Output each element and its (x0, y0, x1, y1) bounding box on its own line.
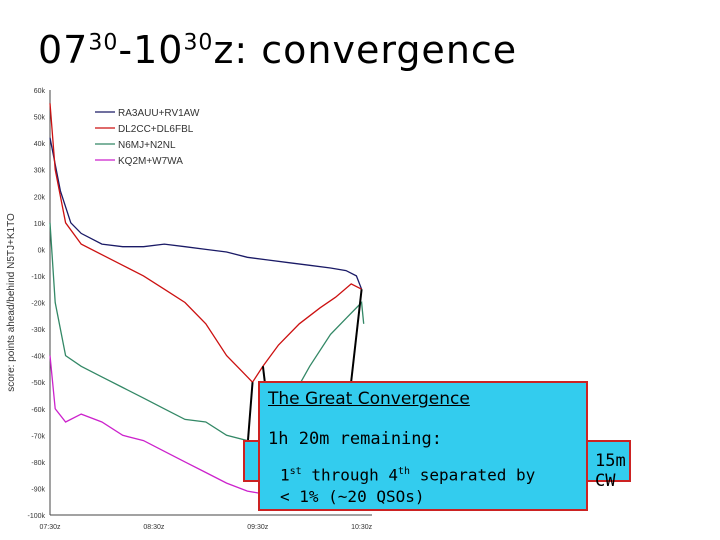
y-tick-label: 0k (38, 247, 46, 254)
x-tick-label: 07:30z (39, 524, 61, 531)
band-label: 15m CW (595, 451, 626, 491)
y-tick-label: 30k (34, 168, 46, 175)
arrow-line (349, 289, 363, 393)
legend-label: N6MJ+N2NL (118, 140, 176, 151)
line1-sup2: th (398, 466, 411, 477)
callout-line-1: 1st through 4th separated by (280, 461, 535, 486)
title-end-mm: 30 (183, 30, 214, 56)
x-tick-label: 10:30z (351, 524, 373, 531)
line1-post: separated by (410, 465, 536, 485)
callout-line-2: < 1% (~20 QSOs) (280, 487, 425, 507)
y-tick-label: -30k (31, 327, 45, 334)
series-line-1 (49, 137, 363, 290)
y-tick-label: -40k (31, 354, 45, 361)
line1-pre: 1 (280, 465, 290, 485)
y-tick-label: -90k (31, 486, 45, 493)
y-tick-label: -20k (31, 301, 45, 308)
title-start-mm: 30 (88, 30, 119, 56)
line1-sup: st (289, 466, 302, 477)
y-tick-label: 20k (34, 194, 46, 201)
series-line-4 (49, 355, 264, 495)
series-line-3 (49, 222, 365, 453)
y-tick-label: -80k (31, 460, 45, 467)
legend-label: RA3AUU+RV1AW (118, 108, 200, 119)
title-end-hh: 10 (133, 28, 184, 72)
x-tick-label: 09:30z (247, 524, 269, 531)
y-tick-label: 60k (34, 88, 46, 95)
title-start-hh: 07 (38, 28, 89, 72)
y-tick-label: -50k (31, 380, 45, 387)
y-tick-label: -100k (27, 513, 45, 520)
y-axis-label: score: points ahead/behind N5TJ+K1TO (6, 213, 17, 392)
y-tick-label: -70k (31, 433, 45, 440)
y-tick-label: -10k (31, 274, 45, 281)
title-suffix: z: convergence (213, 28, 518, 72)
callout-body: 1st through 4th separated by < 1% (~20 Q… (280, 461, 535, 508)
y-tick-label: 10k (34, 221, 46, 228)
legend-label: KQ2M+W7WA (118, 156, 183, 167)
convergence-callout: The Great Convergence 1h 20m remaining: … (258, 381, 588, 511)
arrow-line (247, 382, 254, 441)
slide-title: 0730-1030z: convergence (38, 28, 518, 72)
y-tick-label: -60k (31, 407, 45, 414)
series-line-2 (49, 103, 362, 384)
y-tick-label: 40k (34, 141, 46, 148)
legend-label: DL2CC+DL6FBL (118, 124, 194, 135)
callout-remaining: 1h 20m remaining: (268, 429, 442, 449)
y-tick-label: 50k (34, 115, 46, 122)
line1-mid: through 4 (301, 465, 399, 485)
x-tick-label: 08:30z (143, 524, 165, 531)
callout-heading: The Great Convergence (268, 389, 470, 409)
